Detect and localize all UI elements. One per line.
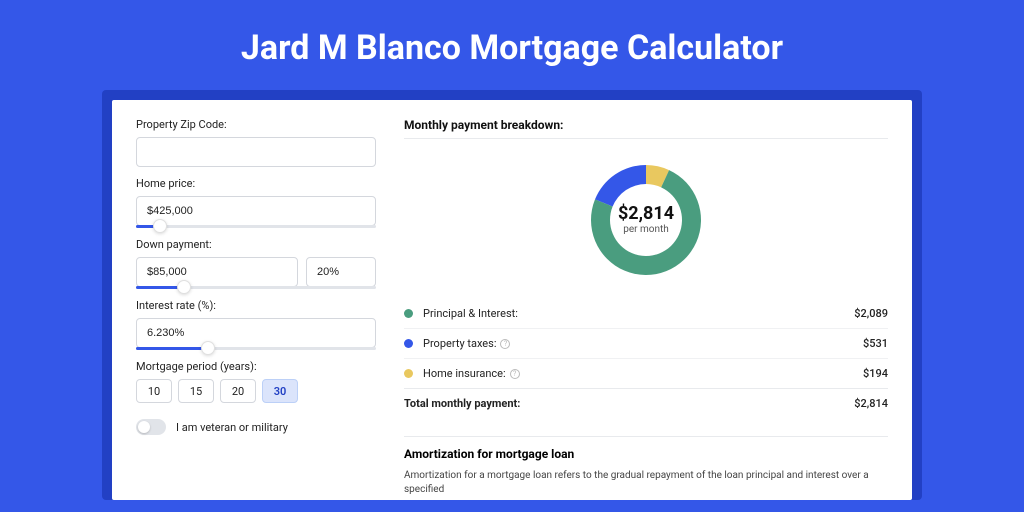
breakdown-column: Monthly payment breakdown: $2,814 per mo… (404, 118, 888, 500)
mortgage-period-option[interactable]: 10 (136, 379, 172, 403)
slider-thumb[interactable] (177, 280, 191, 294)
info-icon[interactable]: ? (500, 339, 510, 349)
donut-center-amount: $2,814 (618, 203, 674, 224)
mortgage-period-options: 10152030 (136, 379, 376, 403)
page-title: Jard M Blanco Mortgage Calculator (0, 0, 1024, 90)
veteran-toggle[interactable] (136, 419, 166, 435)
home-price-input[interactable] (136, 196, 376, 226)
total-value: $2,814 (854, 397, 888, 410)
breakdown-header: Monthly payment breakdown: (404, 118, 888, 139)
calculator-card: Property Zip Code: Home price: Down paym… (112, 100, 912, 500)
legend-value: $194 (863, 367, 888, 380)
donut-chart: $2,814 per month (404, 149, 888, 299)
mortgage-period-label: Mortgage period (years): (136, 360, 376, 373)
amortization-text: Amortization for a mortgage loan refers … (404, 469, 888, 497)
legend-label: Home insurance:? (423, 367, 863, 380)
calculator-card-outer: Property Zip Code: Home price: Down paym… (102, 90, 922, 500)
mortgage-period-option[interactable]: 30 (262, 379, 298, 403)
donut-center-sub: per month (623, 224, 669, 235)
veteran-label: I am veteran or military (176, 421, 288, 434)
legend-row: Home insurance:?$194 (404, 358, 888, 388)
amortization-title: Amortization for mortgage loan (404, 447, 888, 461)
legend-dot (404, 369, 413, 378)
legend-dot (404, 309, 413, 318)
home-price-slider[interactable] (136, 225, 376, 228)
slider-thumb[interactable] (153, 219, 167, 233)
down-payment-label: Down payment: (136, 238, 376, 251)
down-payment-percent-input[interactable] (306, 257, 376, 287)
toggle-knob (138, 421, 150, 433)
home-price-label: Home price: (136, 177, 376, 190)
slider-thumb[interactable] (201, 341, 215, 355)
legend-value: $531 (863, 337, 888, 350)
interest-rate-label: Interest rate (%): (136, 299, 376, 312)
interest-rate-slider[interactable] (136, 347, 376, 350)
form-column: Property Zip Code: Home price: Down paym… (136, 118, 376, 500)
total-row: Total monthly payment: $2,814 (404, 388, 888, 418)
interest-rate-input[interactable] (136, 318, 376, 348)
legend-label: Property taxes:? (423, 337, 863, 350)
legend: Principal & Interest:$2,089Property taxe… (404, 299, 888, 388)
down-payment-slider[interactable] (136, 286, 376, 289)
mortgage-period-option[interactable]: 20 (220, 379, 256, 403)
legend-label: Principal & Interest: (423, 307, 854, 320)
down-payment-amount-input[interactable] (136, 257, 298, 287)
legend-value: $2,089 (854, 307, 888, 320)
amortization-section: Amortization for mortgage loan Amortizat… (404, 436, 888, 497)
legend-row: Property taxes:?$531 (404, 328, 888, 358)
zip-input[interactable] (136, 137, 376, 167)
legend-dot (404, 339, 413, 348)
legend-row: Principal & Interest:$2,089 (404, 299, 888, 328)
mortgage-period-option[interactable]: 15 (178, 379, 214, 403)
info-icon[interactable]: ? (510, 369, 520, 379)
donut-slice (595, 165, 646, 207)
zip-label: Property Zip Code: (136, 118, 376, 131)
total-label: Total monthly payment: (404, 397, 854, 410)
